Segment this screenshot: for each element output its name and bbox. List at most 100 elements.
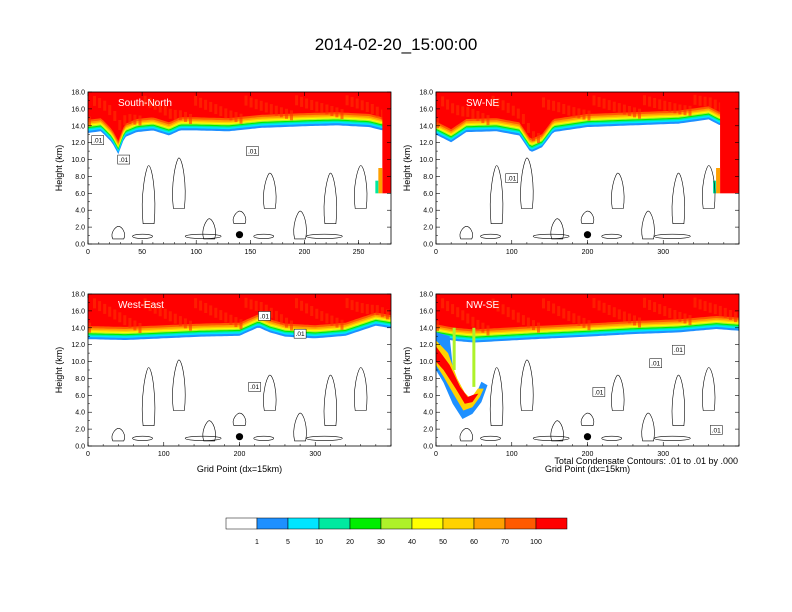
tracer-texture [577, 108, 581, 119]
contour-label: .01 [594, 389, 603, 396]
tracer-texture [355, 98, 359, 109]
tracer-texture [219, 106, 223, 117]
condensate-contour [232, 412, 247, 426]
tracer-texture [375, 106, 379, 117]
tracer-texture [471, 316, 475, 327]
tracer-band [436, 294, 739, 330]
tracer-texture [441, 96, 445, 107]
y-tick-label: 2.0 [75, 427, 85, 434]
y-tick-label: 2.0 [423, 427, 433, 434]
tracer-texture [446, 99, 450, 110]
location-marker [583, 433, 592, 441]
contour-label: .01 [507, 175, 516, 182]
condensate-contour [654, 233, 691, 239]
tracer-texture [617, 309, 621, 320]
tracer-texture [612, 101, 616, 112]
y-tick-label: 10.0 [419, 359, 433, 366]
panel-plot-area: .01 .01 .01 [88, 294, 391, 446]
tracer-texture [163, 105, 167, 116]
condensate-contour [323, 374, 337, 426]
tracer-texture [537, 133, 540, 144]
condensate-contour [611, 172, 625, 209]
condensate-contour [354, 165, 368, 209]
tracer-texture [562, 104, 566, 114]
tracer-texture [204, 303, 208, 313]
tracer-texture [325, 313, 329, 324]
tracer-texture [648, 300, 652, 310]
x-tick-label: 200 [299, 249, 311, 256]
tracer-texture [385, 309, 389, 320]
condensate-contour [459, 225, 473, 240]
tracer-texture [734, 312, 737, 323]
contour-label: .01 [119, 157, 128, 164]
colorbar-label: 20 [346, 539, 354, 546]
condensate-contour [532, 435, 570, 441]
contour-label-box [649, 358, 662, 368]
x-tick-label: 100 [190, 249, 202, 256]
condensate-contour [550, 420, 564, 442]
tracer-texture [224, 108, 228, 119]
panels: .01 .01 .01 South-North 0.0 2.0 4.0 6.0 8.0 10.0 1… [54, 90, 740, 474]
y-tick-label: 0.0 [75, 444, 85, 451]
colorbar-swatch [349, 517, 382, 530]
panel-nw-se: .01 .01 .01 .01 NW-SE 0.0 2.0 4.0 6.0 8.0 10.0 12.0… [402, 292, 740, 474]
contour-label: .01 [674, 347, 683, 354]
panel-west-east: .01 .01 .01 West-East 0.0 2.0 4.0 6.0 8.0 10.0 12.… [54, 292, 392, 474]
tracer-texture [481, 113, 485, 124]
colorbar-swatch [225, 517, 258, 530]
condensate-contour [702, 367, 716, 411]
tracer-texture [128, 114, 132, 125]
x-tick-label: 200 [234, 451, 246, 458]
tracer-intrusion-edge [375, 180, 379, 194]
tracer-texture [456, 105, 460, 116]
tracer-texture [643, 297, 646, 308]
tracer-texture [698, 299, 702, 310]
colorbar-swatch [411, 517, 444, 530]
tracer-texture [582, 317, 586, 328]
tracer-texture [633, 315, 636, 326]
tracer-texture [441, 298, 445, 309]
colorbar: 1 5 10 20 30 40 50 60 70 100 [225, 517, 568, 546]
panel-region-label: West-East [118, 300, 164, 311]
tracer-texture [668, 102, 672, 112]
tracer-texture [532, 131, 535, 142]
tracer-texture [638, 317, 641, 328]
tracer-texture [148, 301, 152, 312]
y-tick-label: 4.0 [75, 410, 85, 417]
tracer-texture [108, 105, 112, 116]
tracer-texture [481, 322, 485, 333]
tracer-texture [466, 313, 470, 324]
condensate-contour [601, 233, 623, 239]
tracer-texture [199, 300, 203, 311]
tracer-texture [158, 306, 162, 317]
tracer-texture [285, 108, 288, 119]
condensate-contour [354, 367, 368, 411]
colorbar-label: 100 [530, 539, 542, 546]
colorbar-label: 60 [470, 539, 478, 546]
tracer-texture [461, 310, 465, 321]
tracer-texture [320, 103, 324, 114]
tracer-texture [315, 308, 319, 319]
tracer-texture [602, 302, 606, 313]
colorbar-swatch [318, 517, 351, 530]
colorbar-label: 40 [408, 539, 416, 546]
tracer-texture [627, 106, 631, 116]
tracer-texture [683, 105, 687, 116]
y-tick-label: 16.0 [71, 308, 85, 315]
tracer-texture [143, 95, 147, 106]
tracer-texture [214, 307, 218, 318]
condensate-contour [480, 233, 501, 239]
tracer-texture [103, 100, 107, 111]
condensate-contour [172, 157, 186, 209]
tracer-texture [592, 95, 596, 106]
condensate-contour [702, 165, 716, 209]
tracer-texture [587, 320, 591, 331]
condensate-contour [293, 412, 307, 442]
x-axis-label: Grid Point (dx=15km) [545, 464, 630, 474]
y-tick-label: 18.0 [71, 292, 85, 299]
tracer-texture [597, 300, 601, 311]
tracer-texture [708, 97, 712, 108]
condensate-contour [480, 435, 501, 441]
condensate-contour [263, 374, 277, 411]
tracer-texture [254, 99, 258, 110]
